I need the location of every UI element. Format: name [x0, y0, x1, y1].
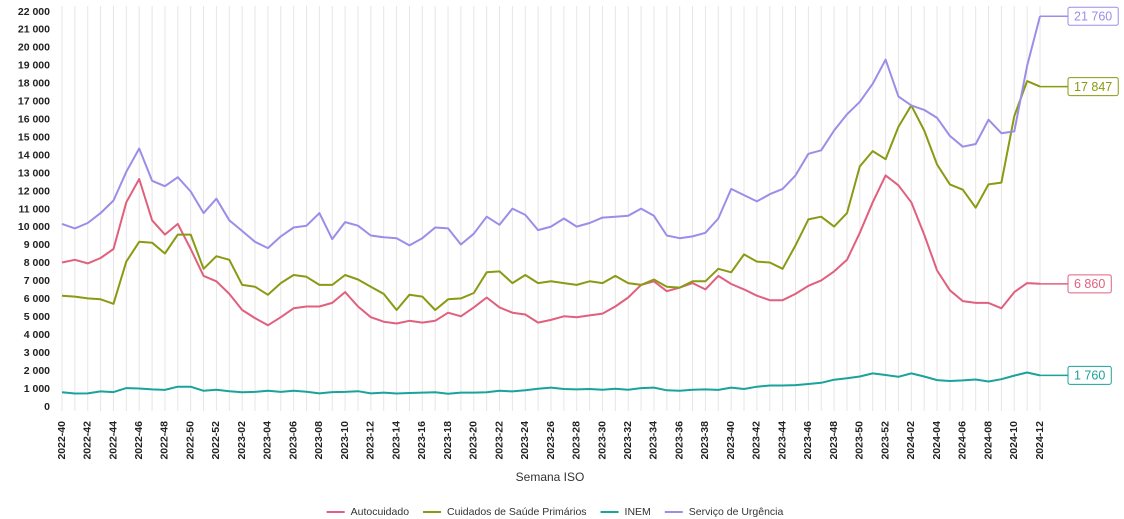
x-tick-label: 2023-08	[313, 421, 325, 460]
y-tick-label: 11 000	[18, 203, 50, 215]
x-tick-label: 2024-10	[1008, 421, 1020, 460]
y-tick-label: 7 000	[24, 275, 50, 287]
y-tick-label: 6 000	[24, 293, 50, 305]
y-tick-label: 17 000	[18, 96, 50, 108]
x-tick-label: 2023-38	[699, 421, 711, 460]
x-tick-label: 2023-26	[545, 421, 557, 460]
x-tick-label: 2023-42	[751, 421, 763, 460]
y-tick-label: 4 000	[24, 329, 50, 341]
x-tick-label: 2022-48	[159, 421, 171, 460]
y-tick-label: 19 000	[18, 60, 50, 72]
x-tick-label: 2023-24	[519, 421, 531, 460]
x-tick-label: 2022-40	[56, 421, 68, 460]
y-tick-label: 20 000	[18, 42, 50, 54]
x-tick-label: 2022-52	[210, 421, 222, 460]
y-tick-label: 22 000	[18, 6, 50, 18]
x-tick-label: 2023-16	[416, 421, 428, 460]
x-tick-label: 2023-36	[673, 421, 685, 460]
x-tick-label: 2022-42	[82, 421, 94, 460]
series-line	[61, 371, 1041, 395]
x-tick-label: 2024-08	[982, 421, 994, 460]
x-tick-label: 2023-02	[236, 421, 248, 460]
end-label: 1 760	[1067, 365, 1112, 385]
y-tick-label: 1 000	[24, 383, 50, 395]
x-tick-label: 2023-10	[339, 421, 351, 460]
x-tick-label: 2023-46	[802, 421, 814, 460]
x-tick-label: 2023-18	[442, 421, 454, 460]
x-tick-label: 2023-50	[854, 421, 866, 460]
y-tick-label: 10 000	[18, 221, 50, 233]
x-tick-label: 2023-40	[725, 421, 737, 460]
y-tick-label: 2 000	[24, 365, 50, 377]
x-tick-label: 2024-12	[1034, 421, 1046, 460]
x-tick-label: 2022-44	[107, 421, 119, 460]
x-tick-label: 2023-06	[287, 421, 299, 460]
y-tick-label: 8 000	[24, 257, 50, 269]
y-tick-label: 15 000	[18, 131, 50, 143]
x-tick-label: 2023-30	[596, 421, 608, 460]
x-tick-label: 2023-12	[365, 421, 377, 460]
y-tick-label: 3 000	[24, 347, 50, 359]
y-tick-label: 18 000	[18, 78, 50, 90]
end-label: 6 860	[1067, 274, 1112, 294]
x-tick-label: 2024-06	[957, 421, 969, 460]
end-label-text: 6 860	[1074, 277, 1105, 291]
end-label-text: 17 847	[1074, 80, 1112, 94]
series-line	[61, 16, 1041, 250]
end-label-text: 1 760	[1074, 369, 1105, 383]
legend-label: Autocuidado	[351, 506, 410, 518]
x-tick-label: 2022-46	[133, 421, 145, 460]
end-label-box	[1067, 6, 1119, 26]
x-tick-label: 2023-20	[468, 421, 480, 460]
x-tick-label: 2024-02	[905, 421, 917, 460]
x-tick-label: 2022-50	[184, 421, 196, 460]
y-tick-label: 14 000	[18, 149, 50, 161]
x-tick-label: 2023-48	[828, 421, 840, 460]
y-tick-label: 9 000	[24, 239, 50, 251]
x-tick-label: 2023-34	[648, 421, 660, 460]
y-tick-label: 21 000	[18, 24, 50, 36]
x-axis-title: Semana ISO	[516, 470, 585, 484]
y-tick-label: 5 000	[24, 311, 50, 323]
legend-label: Cuidados de Saúde Primários	[447, 506, 587, 518]
y-tick-label: 0	[44, 401, 50, 413]
x-tick-label: 2023-04	[262, 421, 274, 460]
series-line	[61, 80, 1041, 311]
legend-label: INEM	[625, 506, 651, 518]
end-label-box	[1067, 365, 1112, 385]
end-label-box	[1067, 274, 1112, 294]
end-label: 17 847	[1067, 77, 1119, 97]
end-label-box	[1067, 77, 1119, 97]
y-tick-label: 13 000	[18, 167, 50, 179]
x-tick-label: 2023-32	[622, 421, 634, 460]
end-label-text: 21 760	[1074, 10, 1112, 24]
x-tick-label: 2024-04	[931, 421, 943, 460]
series-line	[61, 174, 1041, 327]
y-tick-label: 12 000	[18, 185, 50, 197]
x-tick-label: 2023-14	[390, 421, 402, 460]
x-tick-label: 2023-22	[493, 421, 505, 460]
y-tick-label: 16 000	[18, 114, 50, 126]
end-label: 21 760	[1067, 6, 1119, 26]
x-tick-label: 2023-44	[776, 421, 788, 460]
x-tick-label: 2023-28	[571, 421, 583, 460]
x-tick-label: 2023-52	[879, 421, 891, 460]
legend-label: Serviço de Urgência	[689, 506, 784, 518]
